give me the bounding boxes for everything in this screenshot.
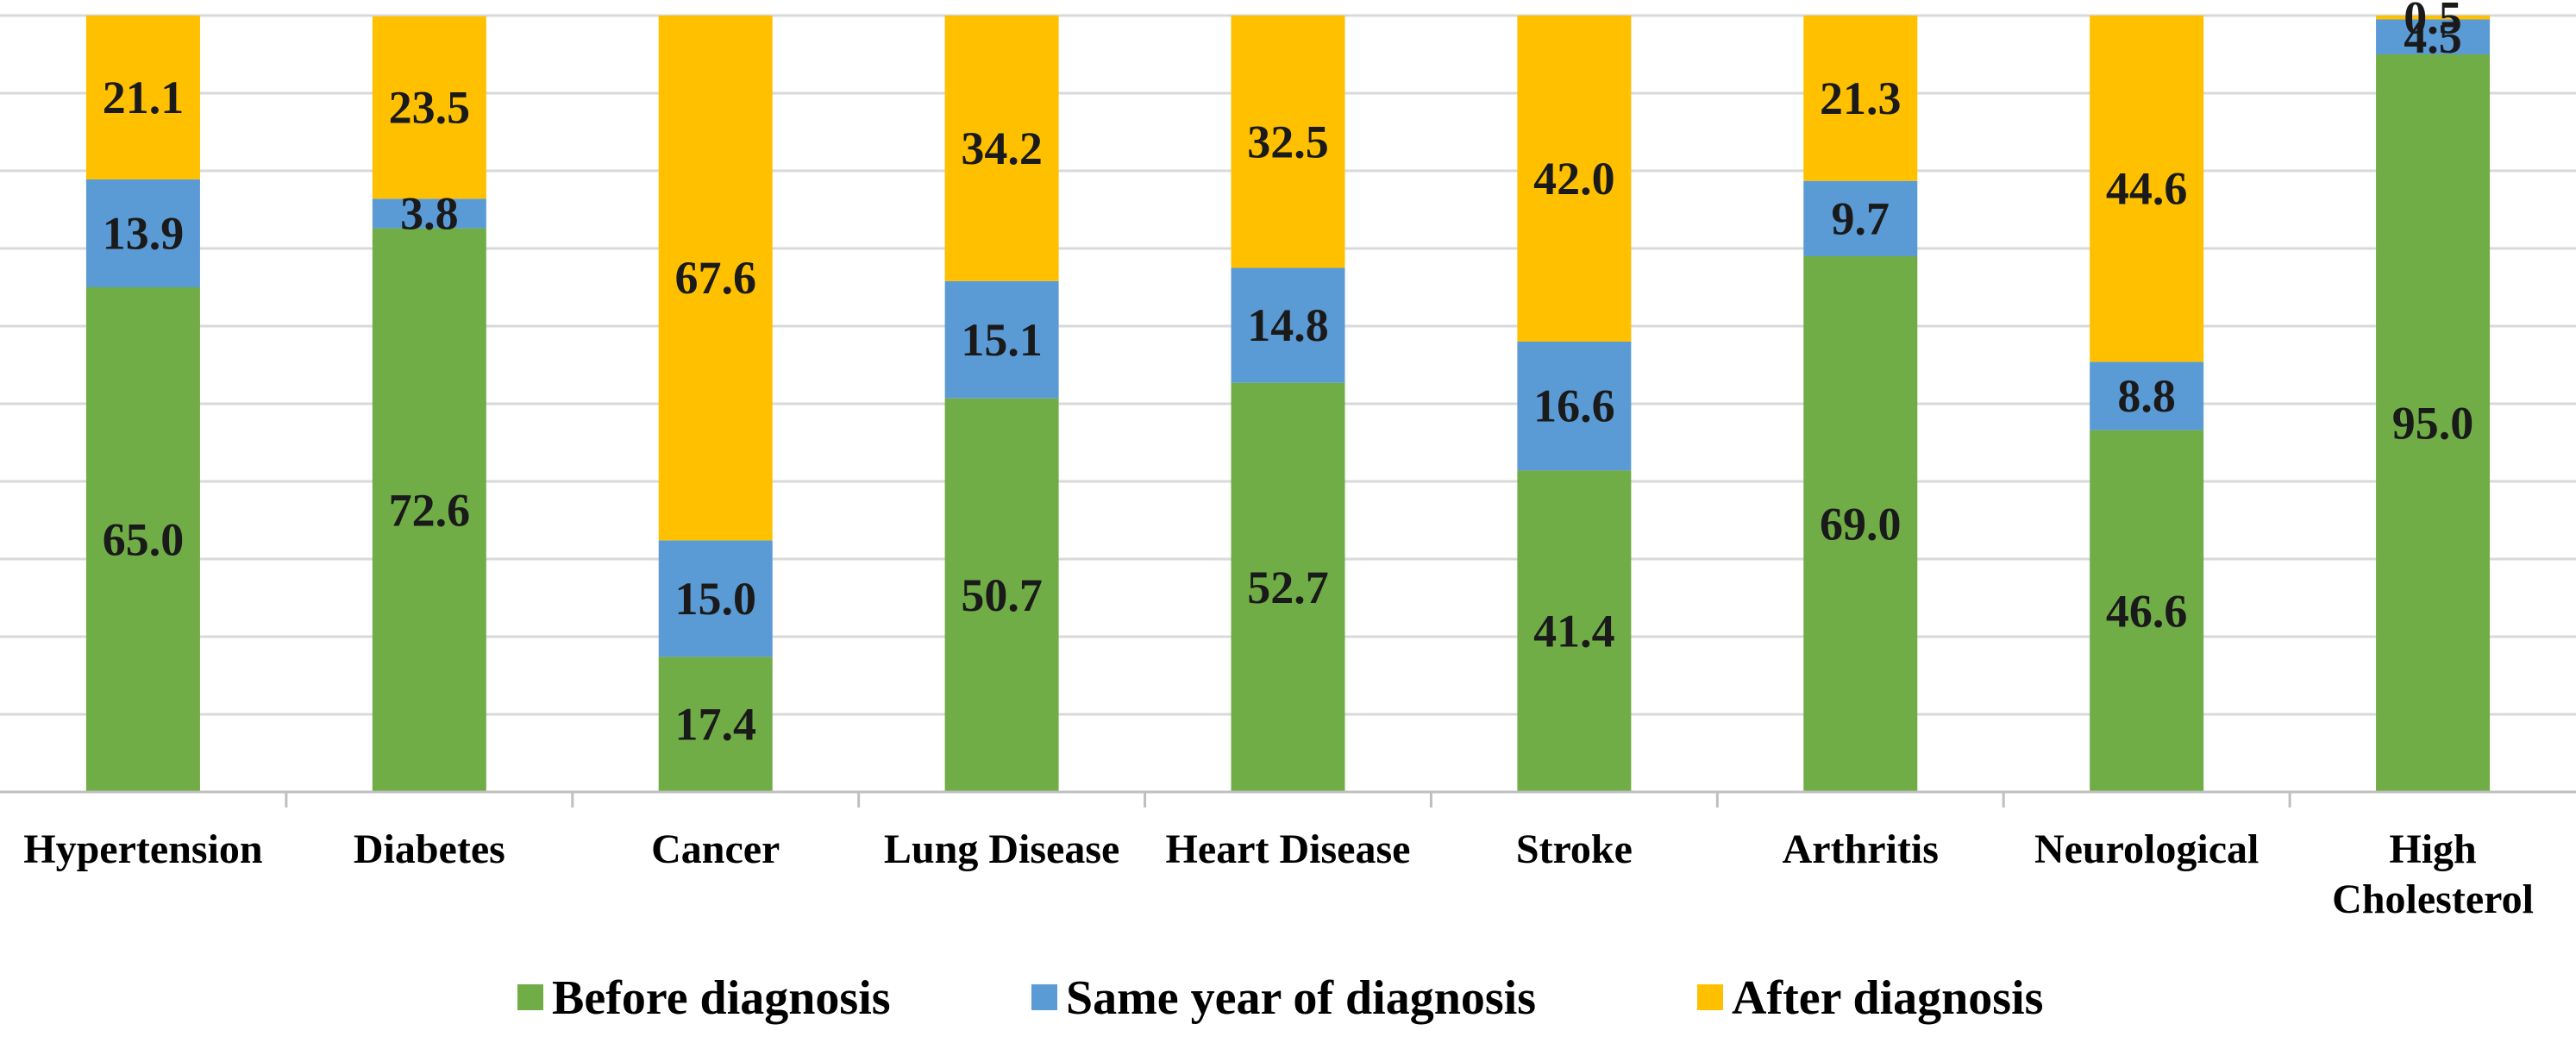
bar-segment	[658, 540, 773, 657]
bar-segment	[85, 287, 200, 792]
bar-segment	[658, 657, 773, 792]
data-label: 69.0	[1820, 499, 1902, 550]
data-label: 17.4	[674, 699, 756, 751]
category-label: Stroke	[1516, 826, 1633, 872]
category-label: Arthritis	[1783, 826, 1939, 872]
bar-segment	[2376, 19, 2491, 54]
data-label: 46.6	[2106, 585, 2188, 637]
legend-swatch	[1031, 984, 1057, 1010]
data-label: 23.5	[389, 82, 471, 134]
legend-swatch	[517, 984, 543, 1010]
data-label: 13.9	[103, 207, 185, 259]
legend-label: After diagnosis	[1732, 971, 2043, 1025]
bar-segment	[1803, 256, 1918, 792]
bar-segment	[1231, 16, 1345, 268]
bars	[85, 16, 2491, 793]
data-label: 4.5	[2404, 11, 2462, 63]
legend-label: Before diagnosis	[552, 971, 891, 1025]
category-label: High Cholesterol	[2332, 826, 2534, 922]
bar-segment	[1517, 342, 1632, 471]
category-labels: Hypertension Diabetes Cancer Lung Disease He…	[23, 826, 2534, 922]
data-label: 41.4	[1533, 606, 1615, 657]
data-label: 72.6	[389, 484, 471, 536]
data-label: 8.8	[2117, 370, 2176, 422]
data-labels: 65.0 13.9 21.1 72.6 3.8 23.5 17.4 15.0 67.6 50.7 1…	[103, 0, 2474, 751]
bar-segment	[1803, 180, 1918, 256]
category-label: Hypertension	[23, 826, 262, 872]
bar-segment	[2090, 361, 2204, 430]
bar-segment	[1517, 16, 1632, 342]
legend-swatch	[1697, 984, 1723, 1010]
data-label: 50.7	[961, 569, 1043, 621]
bar-segment	[944, 398, 1059, 792]
bar-segment	[85, 179, 200, 287]
data-label: 16.6	[1533, 380, 1615, 432]
data-label: 52.7	[1247, 562, 1329, 613]
data-label: 65.0	[103, 514, 185, 566]
bar-segment	[1803, 16, 1918, 181]
bar-segment	[658, 16, 773, 541]
data-label: 95.0	[2392, 398, 2474, 449]
bar-segment	[1231, 382, 1345, 792]
data-label: 42.0	[1533, 153, 1615, 204]
data-label: 3.8	[400, 188, 459, 240]
data-label: 32.5	[1247, 116, 1329, 167]
data-label: 21.1	[103, 72, 185, 123]
data-label: 21.3	[1820, 72, 1902, 124]
bar-segment	[944, 280, 1059, 399]
data-label: 9.7	[1832, 192, 1890, 244]
bar-segment	[2376, 54, 2491, 792]
bar-segment	[372, 16, 486, 199]
bar-segment	[1231, 267, 1345, 383]
data-label: 44.6	[2106, 163, 2188, 215]
bar-segment	[944, 16, 1059, 281]
legend: Before diagnosis Same year of diagnosis Af…	[517, 971, 2043, 1025]
bar-segment	[372, 228, 486, 793]
bar-segment	[372, 198, 486, 229]
data-label: 15.0	[674, 573, 756, 625]
category-label: Heart Disease	[1166, 826, 1411, 872]
category-label: Cancer	[651, 826, 780, 872]
legend-label: Same year of diagnosis	[1066, 971, 1536, 1025]
x-axis	[0, 790, 2576, 807]
category-label: Neurological	[2034, 826, 2259, 872]
category-label: Lung Disease	[884, 826, 1119, 872]
bar-segment	[2376, 16, 2491, 20]
data-label: 0.5	[2404, 0, 2462, 43]
data-label: 15.1	[961, 314, 1043, 366]
data-label: 14.8	[1247, 299, 1329, 351]
bar-segment	[1517, 470, 1632, 792]
bar-segment	[2090, 16, 2204, 362]
bar-segment	[2090, 430, 2204, 792]
data-label: 34.2	[961, 123, 1043, 174]
data-label: 67.6	[674, 252, 756, 304]
bar-segment	[85, 16, 200, 179]
category-label: Diabetes	[354, 826, 505, 872]
